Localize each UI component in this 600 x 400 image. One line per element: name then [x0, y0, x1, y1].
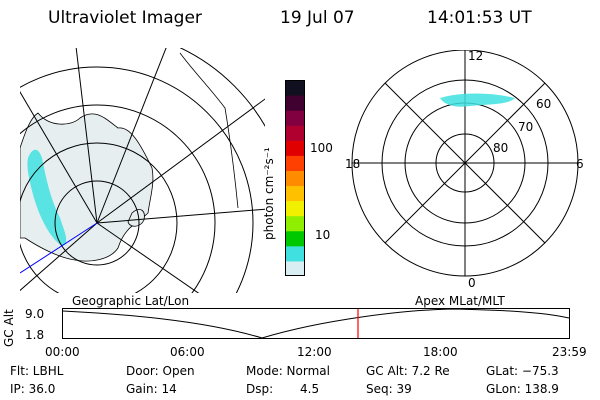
- timeline-xtick-0600: 06:00: [170, 345, 205, 359]
- mlt-0-label: 0: [468, 276, 476, 290]
- color-bar-segment: [285, 200, 305, 217]
- timeline-xtick-2359: 23:59: [552, 345, 587, 359]
- timeline-ytick-bottom: 1.8: [25, 328, 45, 342]
- aurora-oval: [440, 93, 515, 107]
- color-tick-10: 10: [315, 228, 331, 242]
- gc-alt-status: GC Alt: 7.2 Re: [366, 364, 450, 378]
- ip-status: IP: 36.0: [10, 382, 56, 396]
- mlat-60-label: 60: [536, 97, 551, 111]
- magnetic-polar-plot: 12 18 6 0 60 70 80: [345, 50, 584, 290]
- color-bar-segment: [285, 155, 305, 171]
- color-bar-segment: [285, 170, 305, 187]
- color-tick-100: 100: [310, 141, 333, 155]
- color-scale-bar: [285, 80, 305, 276]
- timeline-ytick-top: 9.0: [25, 307, 45, 321]
- blue-meridian-line: [20, 222, 98, 274]
- color-bar-segment: [285, 125, 305, 141]
- glat-status: GLat: −75.3: [486, 364, 559, 378]
- mlat-80-label: 80: [493, 141, 508, 155]
- mlt-18-label: 18: [345, 157, 360, 171]
- color-bar-segment: [285, 230, 305, 247]
- color-bar-segment: [285, 80, 305, 96]
- color-bar-segment: [285, 110, 305, 126]
- sequence-status: Seq: 39: [366, 382, 412, 396]
- glon-status: GLon: 138.9: [486, 382, 559, 396]
- aurora-region: [27, 149, 67, 246]
- altitude-curve: [62, 308, 570, 339]
- instrument-title: Ultraviolet Imager: [48, 8, 202, 28]
- color-bar-segment: [285, 260, 305, 276]
- mlt-12-label: 12: [468, 50, 483, 63]
- timeline-xtick-1200: 12:00: [297, 345, 332, 359]
- dsp-label: Dsp:: [246, 382, 274, 396]
- timeline-ylabel: GC Alt: [2, 309, 16, 347]
- timeline-xtick-0000: 00:00: [45, 345, 80, 359]
- mlt-6-label: 6: [576, 157, 584, 171]
- color-bar-segment: [285, 215, 305, 232]
- door-status: Door: Open: [126, 364, 195, 378]
- date-label: 19 Jul 07: [280, 8, 355, 28]
- island-shape: [127, 209, 145, 227]
- altitude-timeline: [62, 308, 570, 339]
- color-bar-unit: photon cm⁻²s⁻¹: [262, 147, 276, 240]
- color-bar-segment: [285, 185, 305, 202]
- mlat-70-label: 70: [518, 120, 533, 134]
- filter-status: Flt: LBHL: [10, 364, 64, 378]
- color-bar-segment: [285, 245, 305, 262]
- left-panel-label: Geographic Lat/Lon: [72, 294, 190, 308]
- time-label: 14:01:53 UT: [427, 8, 532, 28]
- gain-status: Gain: 14: [126, 382, 177, 396]
- color-bar-segment: [285, 140, 305, 156]
- dsp-value: 4.5: [300, 382, 320, 396]
- timeline-xtick-1800: 18:00: [423, 345, 458, 359]
- geographic-map: [20, 48, 265, 293]
- color-bar-segment: [285, 95, 305, 111]
- coast-edge-shape: [179, 52, 239, 209]
- color-bar-border: [285, 80, 305, 276]
- mode-status: Mode: Normal: [246, 364, 330, 378]
- right-panel-label: Apex MLat/MLT: [415, 294, 505, 308]
